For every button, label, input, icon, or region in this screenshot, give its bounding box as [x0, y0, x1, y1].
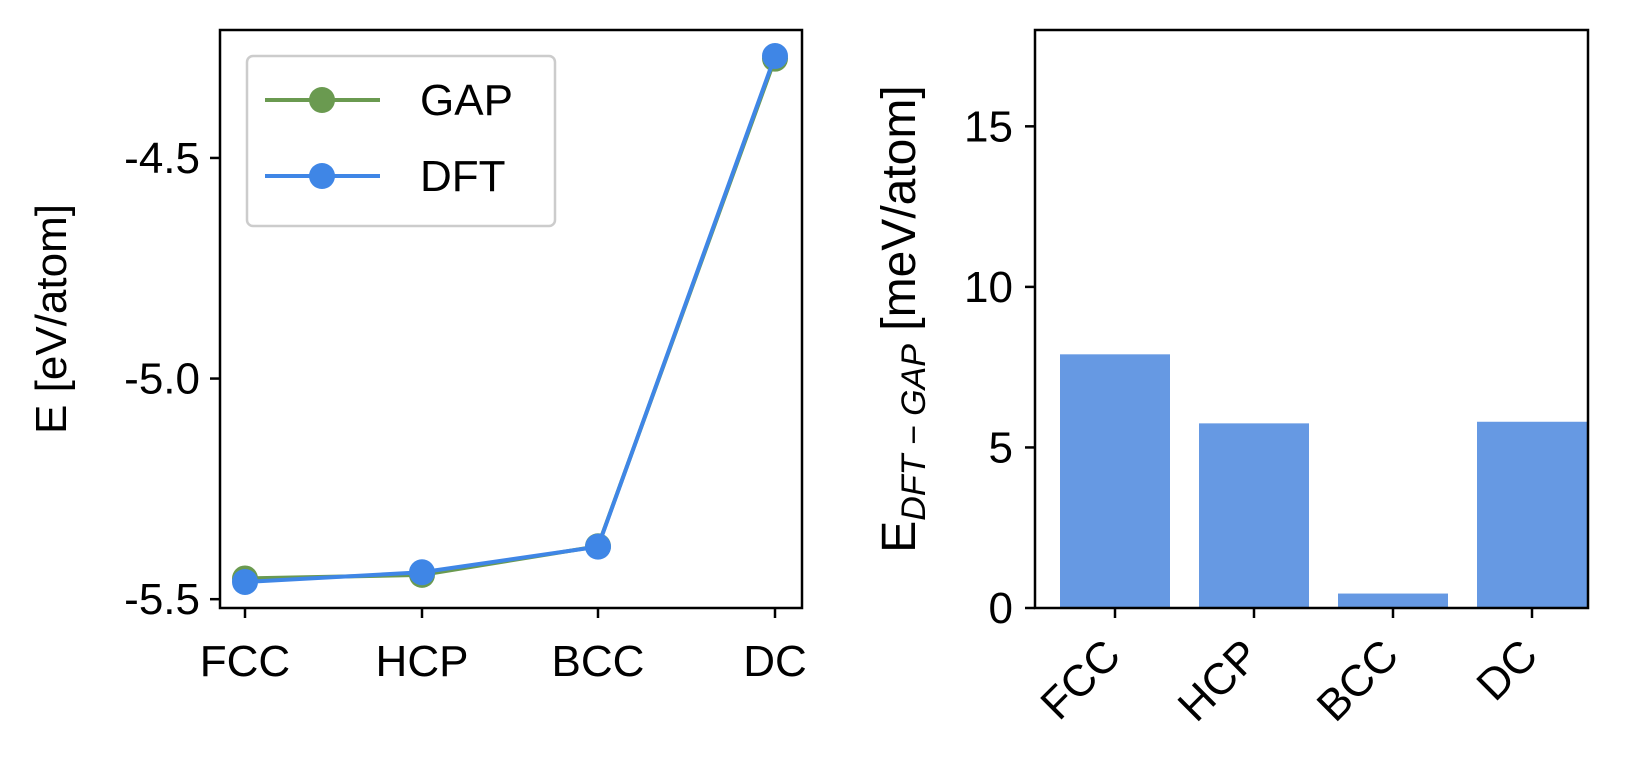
dft-series-line: [244, 55, 777, 584]
legend-gap-label: GAP: [420, 76, 513, 125]
bar-hcp: [1199, 423, 1309, 608]
right-y-tick-label: 5: [989, 423, 1013, 472]
right-x-tick-label-hcp: HCP: [1169, 630, 1269, 730]
bar-dc: [1477, 421, 1587, 608]
right-y-tick-label: 15: [964, 102, 1013, 151]
right-y-label-unit: [meV/atom]: [873, 85, 926, 344]
left-x-tick-label-fcc: FCC: [200, 637, 290, 686]
dft-point-fcc: [232, 568, 258, 595]
left-plot-frame: [218, 28, 804, 610]
left-x-tick-label-dc: DC: [743, 637, 807, 686]
left-x-tick-label-bcc: BCC: [552, 637, 645, 686]
left-y-ticks: -5.5 -5.0 -4.5: [124, 134, 220, 624]
dft-point-dc: [762, 43, 788, 70]
legend: GAP DFT: [245, 54, 557, 228]
bar-bcc: [1338, 593, 1448, 608]
left-x-ticks: FCC HCP BCC DC: [200, 608, 807, 686]
bar-fcc: [1060, 354, 1170, 608]
right-x-tick-label-fcc: FCC: [1031, 630, 1130, 729]
right-y-label-main: E: [873, 521, 926, 553]
energy-difference-bar-chart: 0 5 10 15 FCC HCP BCC DC EDFT − GAP [meV/atom]: [873, 28, 1590, 731]
left-y-axis-label: E [eV/atom]: [27, 204, 76, 434]
right-y-ticks: 0 5 10 15: [964, 102, 1035, 633]
left-y-tick-label: -5.5: [124, 575, 200, 624]
right-x-tick-label-dc: DC: [1467, 630, 1547, 710]
legend-dft-marker: [309, 163, 335, 189]
right-bars-group: [1060, 354, 1587, 608]
legend-gap-marker: [309, 87, 335, 113]
right-plot-frame: [1033, 28, 1590, 610]
dft-point-bcc: [585, 533, 611, 560]
left-x-tick-label-hcp: HCP: [376, 637, 469, 686]
right-x-ticks: FCC HCP BCC DC: [1031, 608, 1547, 731]
left-y-tick-label: -5.0: [124, 355, 200, 404]
right-y-label-subscript: DFT − GAP: [895, 344, 933, 521]
legend-dft-label: DFT: [420, 152, 506, 201]
left-series-group: [232, 43, 788, 595]
left-y-tick-label: -4.5: [124, 134, 200, 183]
right-x-tick-label-bcc: BCC: [1308, 630, 1408, 730]
dft-point-hcp: [409, 559, 435, 586]
right-y-tick-label: 10: [964, 263, 1013, 312]
right-y-tick-label: 0: [989, 584, 1013, 633]
energy-line-chart: -5.5 -5.0 -4.5 FCC HCP BCC DC E [eV/atom] GAP…: [27, 28, 807, 686]
right-y-axis-label: EDFT − GAP [meV/atom]: [873, 85, 933, 552]
